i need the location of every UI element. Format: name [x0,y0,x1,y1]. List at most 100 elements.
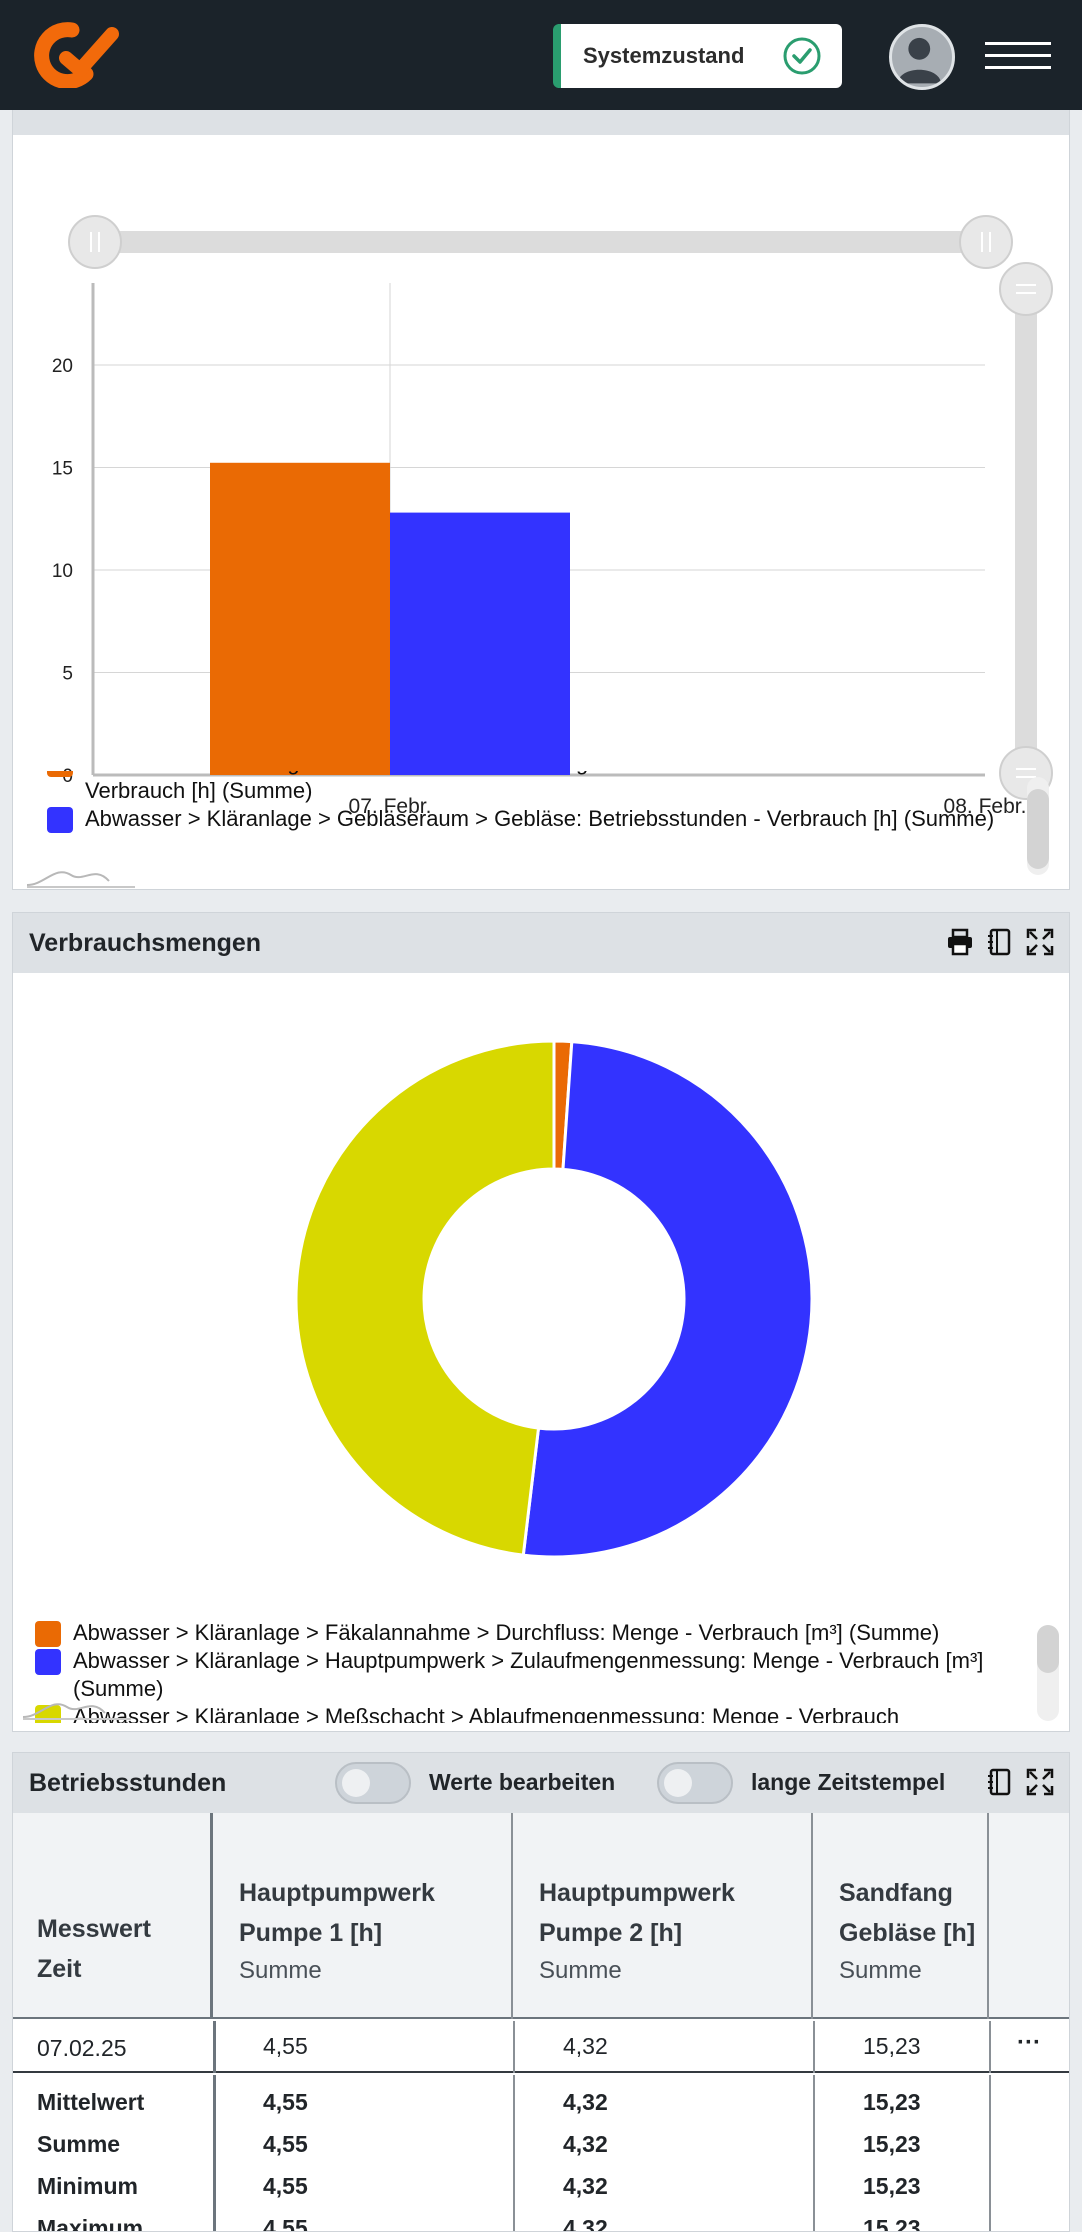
vertical-handle-top[interactable] [999,262,1053,316]
header-messwert: Messwert [37,1915,151,1943]
pie-panel-header: Verbrauchsmengen [13,913,1069,973]
summary-row: Maximum 4,55 4,32 15,23 [13,2215,1013,2232]
cell-value[interactable]: 4,55 [263,2033,308,2059]
header-zeit: Zeit [37,1955,82,1983]
range-navigator-track[interactable] [81,231,1001,253]
fullscreen-icon[interactable] [1025,1767,1055,1797]
legend-swatch [35,1649,61,1675]
summary-row: Minimum 4,55 4,32 15,23 [13,2173,1013,2209]
legend-label: Abwasser > Kläranlage > Gebläseraum > Ge… [85,806,995,831]
table-panel: Betriebsstunden Werte bearbeiten lange Z… [12,1752,1070,2232]
app-logo[interactable] [28,22,120,88]
summary-value: 4,32 [563,2089,608,2115]
pie-chart-panel: Verbrauchsmengen Abwasser > K [12,912,1070,1732]
y-tick-label: 10 [52,561,73,582]
legend-swatch [47,771,73,777]
column-header[interactable]: Hauptpumpwerk Pumpe 1 [h] Summe [213,1813,513,2019]
legend-item[interactable]: Abwasser > Kläranlage > Gebläseraum > Sa… [47,771,1027,805]
pie-panel-title: Verbrauchsmengen [29,928,262,957]
y-tick-label: 5 [62,664,73,685]
summary-value: 4,55 [263,2173,308,2199]
legend-scrollbar-thumb[interactable] [1037,1625,1059,1673]
bar-chart-panel: 0510152007. Febr.08. Febr. Abwasser > Kl… [12,70,1070,890]
legend-item[interactable]: Abwasser > Kläranlage > Gebläseraum > Ge… [47,805,1027,833]
summary-value: 15,23 [863,2089,921,2115]
table-panel-header: Betriebsstunden Werte bearbeiten lange Z… [13,1753,1069,1813]
menu-button[interactable] [985,42,1051,72]
bar[interactable] [390,512,570,775]
column-header[interactable]: Sandfang Gebläse [h] Summe [813,1813,989,2019]
table-row[interactable]: 07.02.25 4,55 4,32 15,23 ··· [13,2021,1069,2073]
legend-label: Abwasser > Kläranlage > Fäkalannahme > D… [73,1620,940,1645]
bar[interactable] [210,462,390,775]
summary-value: 4,55 [263,2089,308,2115]
bar-chart: 0510152007. Febr.08. Febr. [52,215,1053,818]
edit-values-toggle[interactable] [335,1762,411,1804]
legend-item[interactable]: Abwasser > Kläranlage > Fäkalannahme > D… [35,1619,1025,1647]
table-head: Messwert Zeit Hauptpumpwerk Pumpe 1 [h] … [13,1813,1069,2019]
donut-chart [294,1039,814,1559]
legend-label: Abwasser > Kläranlage > Hauptpumpwerk > … [73,1648,984,1701]
chart-watermark-icon [26,871,135,888]
table-summary: Mittelwert 4,55 4,32 15,23 Summe 4,55 4,… [13,2075,1069,2232]
x-tick-label: 08. Febr. [944,795,1027,818]
legend-scrollbar[interactable] [1037,1625,1059,1721]
column-aggregation: Summe [539,1957,622,1984]
check-circle-icon [783,37,821,75]
summary-row: Mittelwert 4,55 4,32 15,23 [13,2089,1013,2125]
y-tick-label: 20 [52,356,73,377]
user-avatar[interactable] [889,24,955,90]
summary-label: Mittelwert [37,2089,145,2115]
summary-label: Maximum [37,2215,144,2232]
summary-label: Summe [37,2131,121,2157]
x-tick-label: 07. Febr. [349,795,432,818]
summary-value: 4,32 [563,2173,608,2199]
user-icon [897,37,942,84]
legend-item[interactable]: Abwasser > Kläranlage > Meßschacht > Abl… [35,1703,1025,1723]
summary-value: 15,23 [863,2215,921,2232]
pie-slice[interactable] [294,1039,556,1557]
system-status-button[interactable]: Systemzustand [553,24,842,88]
row-menu-button[interactable]: ··· [1017,2029,1041,2056]
column-header-time[interactable]: Messwert Zeit [13,1813,213,2019]
column-header[interactable]: Hauptpumpwerk Pumpe 2 [h] Summe [513,1813,813,2019]
fullscreen-icon[interactable] [1025,927,1055,957]
legend-item[interactable]: Abwasser > Kläranlage > Hauptpumpwerk > … [35,1647,1025,1703]
table-panel-title: Betriebsstunden [29,1768,227,1797]
pie-slice[interactable] [521,1040,814,1559]
top-bar: Systemzustand [0,0,1082,110]
summary-value: 4,32 [563,2131,608,2157]
bar-chart-legend: Abwasser > Kläranlage > Gebläseraum > Sa… [47,771,1027,881]
menu-bar [985,54,1051,57]
system-status-label: Systemzustand [583,43,745,68]
summary-label: Minimum [37,2173,138,2199]
column-aggregation: Summe [839,1957,922,1984]
legend-label: Abwasser > Kläranlage > Gebläseraum > Sa… [85,771,861,803]
menu-bar [985,42,1051,45]
print-icon[interactable] [945,927,975,957]
range-handle-left[interactable] [68,215,122,269]
edit-values-label: Werte bearbeiten [429,1769,616,1795]
legend-label: Abwasser > Kläranlage > Meßschacht > Abl… [73,1704,900,1723]
column-aggregation: Summe [239,1957,322,1984]
summary-value: 15,23 [863,2131,921,2157]
legend-swatch [47,807,73,833]
range-handle-right[interactable] [959,215,1013,269]
y-tick-label: 15 [52,459,73,480]
chart-watermark-icon [22,1703,131,1720]
pie-chart-legend: Abwasser > Kläranlage > Fäkalannahme > D… [35,1619,1025,1723]
long-timestamps-toggle[interactable] [657,1762,733,1804]
data-table-icon[interactable] [985,1767,1015,1797]
column-title: Hauptpumpwerk Pumpe 2 [h] [539,1879,735,1947]
summary-value: 4,55 [263,2215,308,2232]
column-title: Sandfang Gebläse [h] [839,1879,976,1947]
legend-scrollbar-thumb[interactable] [1027,789,1049,869]
legend-scrollbar[interactable] [1027,777,1049,875]
long-timestamps-label: lange Zeitstempel [751,1769,946,1795]
cell-value[interactable]: 15,23 [863,2033,921,2059]
cell-value[interactable]: 4,32 [563,2033,608,2059]
menu-bar [985,66,1051,69]
data-table-icon[interactable] [985,927,1015,957]
summary-value: 4,55 [263,2131,308,2157]
vertical-navigator-track[interactable] [1015,289,1037,773]
